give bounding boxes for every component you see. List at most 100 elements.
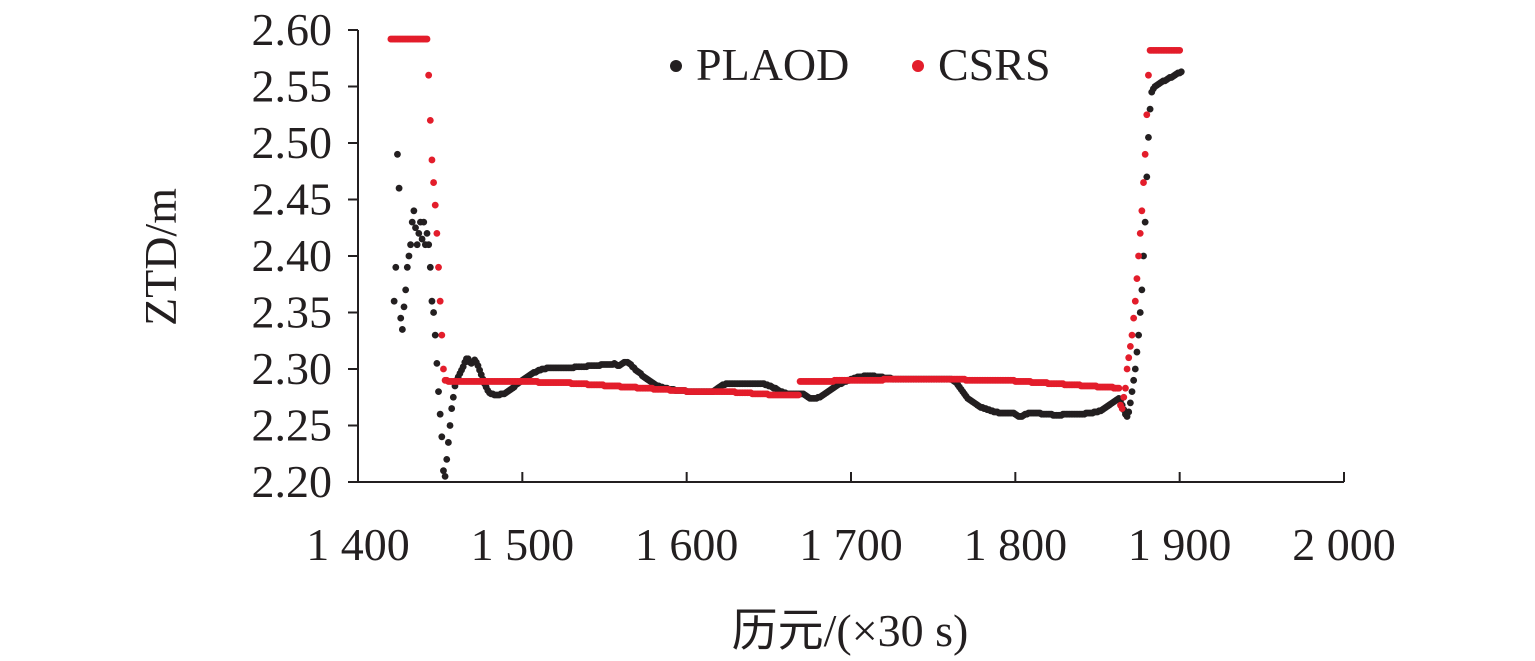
plaod-point <box>426 263 434 271</box>
csrs-point <box>438 331 446 339</box>
csrs-point <box>1122 384 1129 392</box>
csrs-point <box>1125 354 1133 362</box>
legend-marker-plaod <box>670 60 682 72</box>
csrs-point <box>1135 252 1142 260</box>
x-tick-label: 1 400 <box>306 519 410 570</box>
csrs-point <box>1131 297 1139 305</box>
plaod-point <box>1125 408 1133 416</box>
csrs-point <box>440 365 447 373</box>
csrs-point <box>1133 275 1141 282</box>
csrs-point <box>1123 365 1131 373</box>
csrs-point <box>425 71 433 79</box>
csrs-point <box>1176 46 1184 54</box>
csrs-point <box>1120 393 1128 401</box>
plaod-point <box>410 207 418 215</box>
plaod-point <box>430 309 437 316</box>
csrs-point <box>436 297 444 305</box>
plaod-point <box>1135 331 1142 339</box>
x-tick-label: 2 000 <box>1292 519 1396 570</box>
plaod-point <box>405 252 413 260</box>
x-tick-label: 1 800 <box>964 519 1068 570</box>
plaod-point <box>1126 399 1134 407</box>
plaod-point <box>438 433 446 441</box>
x-tick-label: 1 600 <box>635 519 739 570</box>
plaod-point <box>400 303 408 311</box>
series-layer <box>387 35 1185 480</box>
x-tick-label: 1 500 <box>471 519 575 570</box>
plaod-point <box>392 263 400 271</box>
plaod-point <box>1133 348 1141 356</box>
plaod-point <box>403 263 411 271</box>
csrs-point <box>1140 179 1147 186</box>
y-tick-label: 2.40 <box>252 230 333 281</box>
csrs-point <box>1143 111 1151 119</box>
plaod-point <box>443 456 451 463</box>
series-csrs <box>387 35 1184 412</box>
plaod-point <box>440 467 447 475</box>
csrs-point <box>428 156 436 164</box>
plaod-point <box>435 388 442 395</box>
plaod-point <box>1131 365 1139 373</box>
csrs-point <box>1145 71 1152 79</box>
plaod-point <box>415 230 423 237</box>
y-tick-label: 2.35 <box>252 287 333 338</box>
plaod-point <box>431 331 439 339</box>
plaod-point <box>441 472 449 480</box>
csrs-point <box>1115 384 1123 392</box>
csrs-point <box>795 391 802 399</box>
plaod-point <box>436 410 444 418</box>
csrs-point <box>426 117 434 124</box>
legend-label-plaod: PLAOD <box>696 39 849 90</box>
csrs-point <box>1128 331 1136 339</box>
plaod-point <box>444 439 452 446</box>
series-plaod <box>390 68 1185 480</box>
plaod-point <box>395 184 403 192</box>
plaod-point <box>397 314 405 322</box>
y-tick-label: 2.60 <box>252 4 333 55</box>
plaod-point <box>425 241 433 249</box>
legend-marker-csrs <box>912 60 924 72</box>
plaod-point <box>1130 376 1138 384</box>
csrs-point <box>433 230 441 237</box>
plaod-point <box>1143 173 1151 181</box>
y-tick-label: 2.45 <box>252 174 333 225</box>
csrs-point <box>431 201 439 209</box>
csrs-point <box>1141 150 1149 158</box>
plaod-point <box>420 218 428 226</box>
x-tick-label: 1 700 <box>799 519 903 570</box>
y-axis-label: ZTD/m <box>135 188 186 326</box>
plaod-point <box>1140 252 1147 260</box>
plaod-point <box>423 230 431 237</box>
y-tick-label: 2.50 <box>252 117 333 168</box>
csrs-point <box>423 35 431 43</box>
y-tick-label: 2.30 <box>252 343 333 394</box>
plaod-point <box>1136 309 1144 316</box>
plaod-point <box>448 405 456 412</box>
plaod-point <box>1145 133 1152 141</box>
csrs-point <box>1130 314 1138 322</box>
plaod-point <box>1128 388 1136 395</box>
plaod-point <box>412 224 419 232</box>
csrs-point <box>1126 343 1134 350</box>
x-tick-label: 1 900 <box>1128 519 1232 570</box>
plaod-point <box>402 286 410 294</box>
legend-label-csrs: CSRS <box>938 39 1051 90</box>
plaod-point <box>413 241 421 249</box>
plaod-point <box>1141 218 1149 226</box>
plaod-point <box>394 150 401 158</box>
csrs-point <box>1136 230 1144 237</box>
plaod-point <box>418 235 426 243</box>
axes <box>357 30 1344 483</box>
plaod-point <box>428 297 436 305</box>
plaod-point <box>408 218 416 226</box>
plaod-point <box>390 297 398 305</box>
y-tick-label: 2.55 <box>252 61 333 112</box>
plaod-point <box>398 326 406 333</box>
plaod-point <box>1138 286 1146 294</box>
legend: PLAOD CSRS <box>670 39 1051 90</box>
csrs-point <box>1118 405 1126 412</box>
csrs-point <box>435 263 442 271</box>
x-axis-label: 历元/(×30 s) <box>732 605 969 656</box>
plaod-point <box>449 393 457 401</box>
